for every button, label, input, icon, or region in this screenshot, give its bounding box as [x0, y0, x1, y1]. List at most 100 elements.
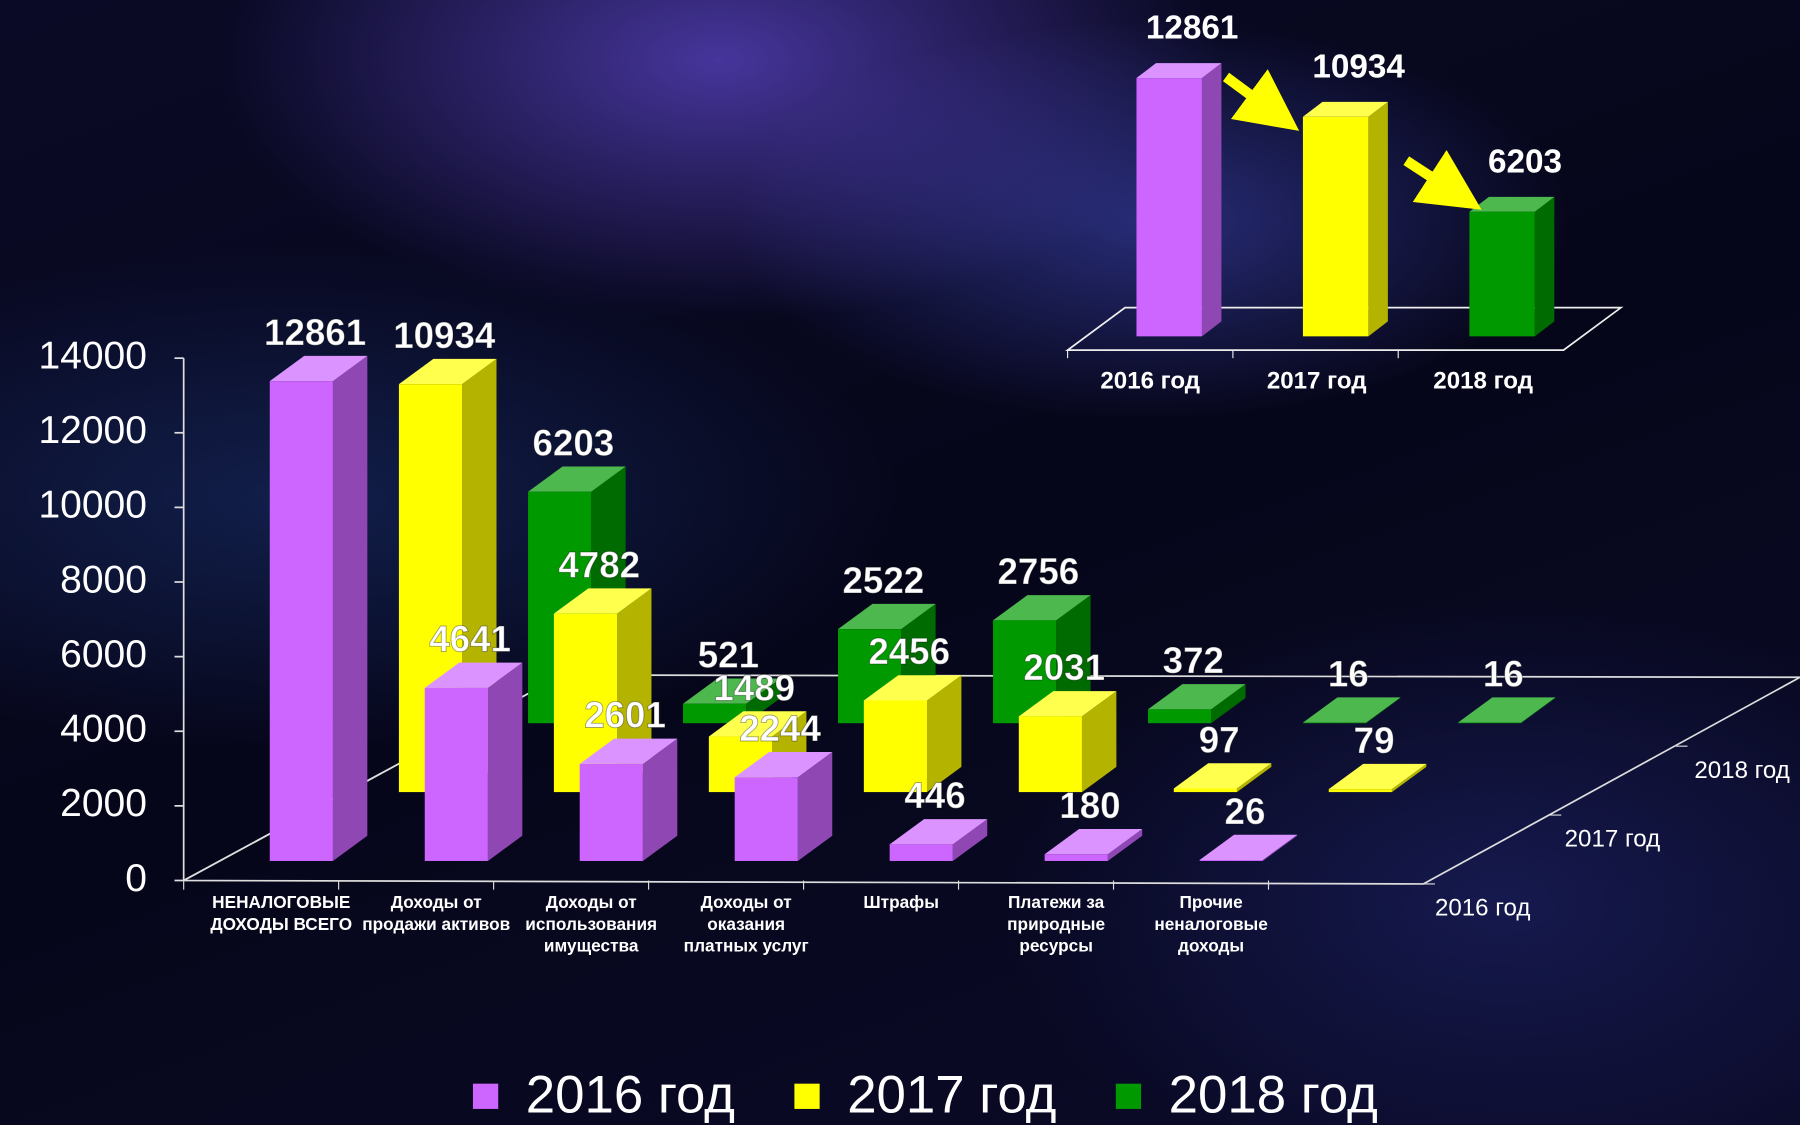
inset-value-label: 10934 [1312, 48, 1405, 85]
bar [734, 751, 833, 861]
x-tick-label-box: Платежи за природные ресурсы [1007, 893, 1106, 957]
bar-top [579, 738, 678, 764]
value-label: 26 [1225, 791, 1266, 832]
value-label: 372 [1163, 640, 1224, 681]
bar-front [1302, 722, 1367, 724]
legend-swatch [794, 1083, 820, 1109]
bar [1147, 684, 1246, 724]
legend-label: 2017 год [847, 1066, 1056, 1125]
value-label: 2601 [584, 695, 666, 736]
inset-category-label: 2018 год [1433, 368, 1533, 395]
bar-top [528, 466, 626, 492]
bar-side [926, 675, 962, 793]
bar-side [1391, 763, 1427, 793]
bar-top [1302, 697, 1401, 723]
bar-front [1302, 116, 1369, 337]
value-label: 2244 [739, 708, 821, 749]
bar-side [1262, 834, 1298, 861]
bar [863, 675, 962, 793]
value-label: 521 [698, 635, 759, 676]
y-tick-label: 2000 [60, 782, 147, 825]
value-label: 12861 [264, 312, 366, 353]
bar-top [269, 355, 368, 382]
bar [1044, 828, 1143, 861]
bar [579, 738, 678, 861]
x-tick-label: Доходы от использования имущества [525, 893, 658, 957]
x-tick-label-box: Доходы от продажи активов [362, 893, 511, 935]
value-label: 4641 [429, 619, 511, 660]
depth-label: 2017 год [1565, 826, 1660, 853]
inset-category-label: 2017 год [1267, 368, 1367, 395]
inset-bar [1469, 196, 1555, 337]
bar-top [1018, 691, 1117, 717]
x-tick-label: Платежи за природные ресурсы [1007, 893, 1106, 957]
bar-side [952, 819, 988, 861]
bar [1199, 834, 1298, 861]
bar-side [1534, 196, 1555, 337]
depth-label: 2016 год [1435, 895, 1530, 922]
bar-top [863, 675, 962, 701]
bar-top [683, 678, 781, 704]
legend-swatch [1115, 1083, 1142, 1109]
x-tick-label-box: Доходы от оказания платных услуг [684, 893, 809, 956]
bar-front [683, 703, 747, 724]
bar-side [642, 738, 678, 861]
value-label: 180 [1059, 785, 1120, 826]
value-label: 16 [1483, 653, 1524, 694]
x-tick-label-box: Штрафы [863, 893, 939, 913]
bar [1457, 697, 1556, 724]
arrow [1222, 69, 1300, 131]
bar-top [992, 595, 1091, 621]
bar [1173, 763, 1272, 793]
bar-front [424, 687, 488, 861]
y-tick-label: 6000 [60, 633, 147, 676]
arrow [1403, 149, 1482, 210]
bar-top [708, 711, 807, 737]
bar-side [1236, 763, 1272, 793]
inset-bar [1302, 101, 1388, 337]
value-label: 2031 [1023, 647, 1105, 688]
bar-front [1328, 789, 1392, 793]
value-label: 6203 [533, 423, 615, 464]
y-tick-label: 12000 [38, 409, 147, 452]
bar-front [1136, 78, 1202, 337]
bar-side [1211, 684, 1246, 724]
bar-front [1199, 859, 1263, 861]
y-tick-label: 8000 [60, 558, 147, 601]
bar-top [424, 662, 523, 688]
bar-side [1368, 101, 1388, 337]
bar-front [734, 777, 798, 861]
value-label: 4782 [558, 544, 640, 585]
y-tick-label: 0 [125, 857, 147, 900]
y-tick-label: 14000 [38, 334, 147, 377]
decoration [1222, 69, 1482, 210]
bar-front [1044, 854, 1108, 861]
value-label: 79 [1354, 720, 1395, 761]
bar-top [734, 751, 833, 778]
inset-value-label: 6203 [1488, 143, 1562, 180]
value-label: 446 [904, 775, 965, 816]
bar-top [1044, 828, 1143, 855]
bar [269, 355, 368, 861]
value-label: 16 [1328, 653, 1369, 694]
bar-side [332, 355, 368, 861]
inset-category-label: 2016 год [1100, 368, 1200, 395]
bar [889, 819, 988, 861]
x-tick-label-box: Прочие неналоговые доходы [1154, 893, 1268, 957]
bar-top [1136, 63, 1222, 79]
bar-top [1302, 101, 1388, 117]
value-label: 2522 [843, 560, 925, 601]
bar [1018, 691, 1117, 793]
x-tick-label: Прочие неналоговые доходы [1154, 893, 1268, 957]
value-label: 1489 [713, 667, 795, 708]
bar-side [1521, 697, 1556, 724]
bar-side [1201, 63, 1222, 337]
legend-swatch [472, 1083, 499, 1109]
bar-front [1018, 716, 1082, 793]
bar-top [838, 603, 936, 630]
x-tick-label: Доходы от продажи активов [362, 893, 511, 935]
bar-front [1457, 722, 1522, 724]
bar-front [579, 763, 643, 861]
